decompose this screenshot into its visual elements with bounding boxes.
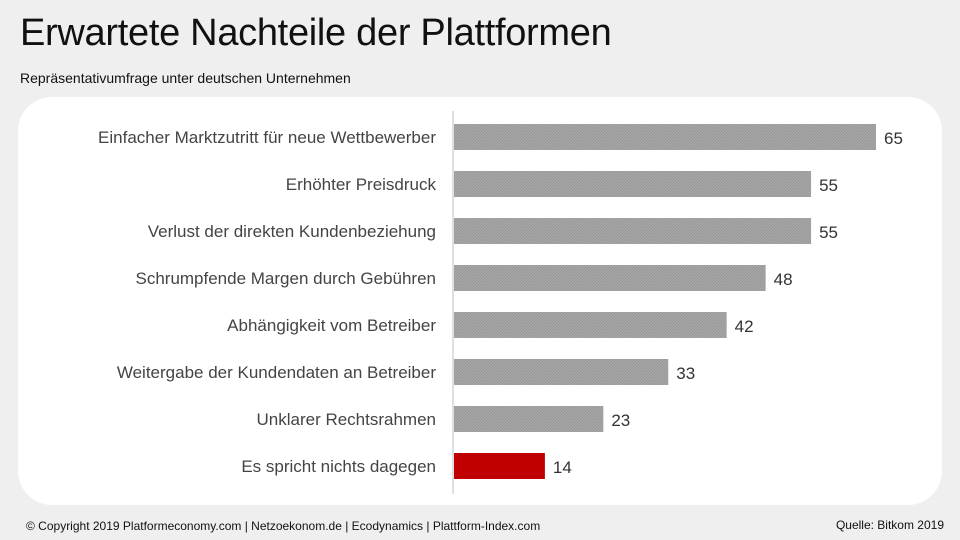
copyright-footer: © Copyright 2019 Platformeconomy.com | N… — [26, 519, 541, 533]
bar-chart: Einfacher Marktzutritt für neue Wettbewe… — [98, 111, 903, 494]
category-label: Einfacher Marktzutritt für neue Wettbewe… — [98, 128, 436, 147]
data-label: 55 — [819, 223, 838, 242]
source-footer: Quelle: Bitkom 2019 — [835, 518, 944, 532]
bar — [454, 218, 812, 244]
category-label: Es spricht nichts dagegen — [241, 457, 436, 476]
category-label: Weitergabe der Kundendaten an Betreiber — [117, 363, 436, 382]
bar — [454, 312, 727, 338]
data-label: 33 — [676, 364, 695, 383]
page-subtitle: Repräsentativumfrage unter deutschen Unt… — [20, 70, 351, 86]
bar-highlight — [454, 453, 545, 479]
chart-panel: Einfacher Marktzutritt für neue Wettbewe… — [18, 97, 942, 505]
bar — [454, 359, 669, 385]
page-title: Erwartete Nachteile der Plattformen — [20, 12, 612, 54]
data-label: 65 — [884, 129, 903, 148]
data-label: 55 — [819, 176, 838, 195]
bar — [454, 171, 812, 197]
data-label: 23 — [611, 411, 630, 430]
category-label: Unklarer Rechtsrahmen — [256, 410, 436, 429]
data-label: 14 — [553, 458, 572, 477]
category-label: Verlust der direkten Kundenbeziehung — [148, 222, 436, 241]
data-label: 48 — [774, 270, 793, 289]
category-label: Erhöhter Preisdruck — [286, 175, 437, 194]
data-label: 42 — [735, 317, 754, 336]
category-label: Schrumpfende Margen durch Gebühren — [135, 269, 436, 288]
bar — [454, 124, 876, 150]
bar — [454, 265, 766, 291]
category-label: Abhängigkeit vom Betreiber — [227, 316, 436, 335]
bar — [454, 406, 604, 432]
